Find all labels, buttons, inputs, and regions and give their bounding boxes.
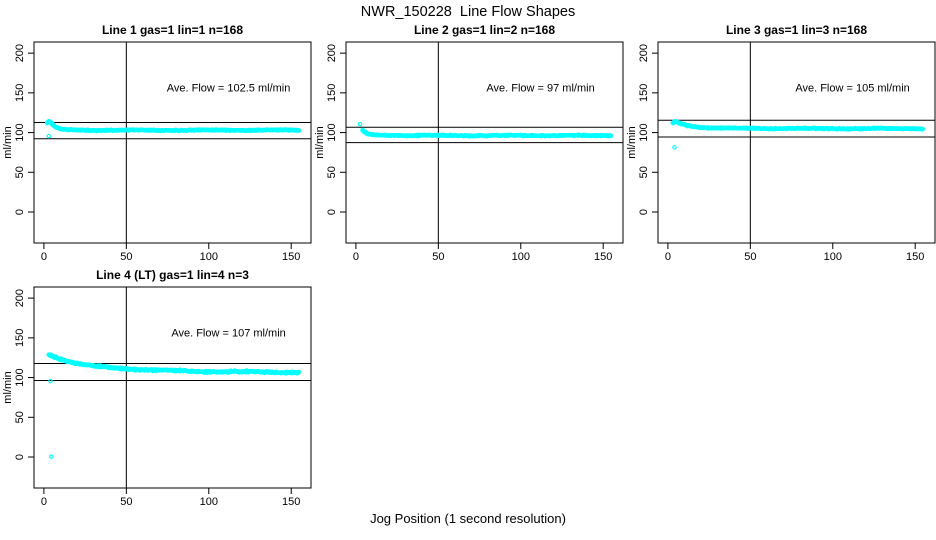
ave-flow-annotation: Ave. Flow = 107 ml/min	[171, 327, 285, 339]
y-tick-label: 100	[638, 123, 650, 141]
y-tick-label: 150	[326, 84, 338, 102]
panel-line-2: 0 50 100 150 0 50 100 150 200 ml/min Line 2 gas=1 …	[312, 18, 624, 273]
reference-lines	[34, 42, 311, 243]
panel-line-4: 0 50 100 150 0 50 100 150 200 ml/min Line 4 (LT) g…	[0, 263, 312, 518]
data-points	[670, 119, 926, 150]
x-tick-label: 0	[41, 251, 47, 263]
x-axis: 0 50 100 150	[41, 488, 300, 508]
ave-flow-annotation: Ave. Flow = 102.5 ml/min	[167, 82, 291, 94]
y-tick-label: 50	[638, 166, 650, 178]
y-tick-label: 150	[14, 329, 26, 347]
data-points	[46, 352, 302, 459]
x-tick-label: 50	[120, 251, 132, 263]
x-tick-label: 150	[282, 251, 300, 263]
y-tick-label: 100	[14, 368, 26, 386]
figure-x-axis-label: Jog Position (1 second resolution)	[370, 511, 566, 526]
y-axis-title: ml/min	[626, 126, 638, 158]
y-tick-label: 100	[326, 123, 338, 141]
x-tick-label: 100	[200, 496, 218, 508]
y-axis: 0 50 100 150 200	[14, 44, 34, 215]
y-tick-label: 0	[326, 209, 338, 215]
y-tick-label: 0	[14, 209, 26, 215]
x-tick-label: 150	[906, 251, 924, 263]
y-tick-label: 200	[638, 44, 650, 62]
x-tick-label: 150	[594, 251, 612, 263]
y-tick-label: 50	[14, 166, 26, 178]
x-tick-label: 100	[200, 251, 218, 263]
panel-title: Line 3 gas=1 lin=3 n=168	[726, 23, 867, 37]
panel-line-2-svg: 0 50 100 150 0 50 100 150 200 ml/min Line 2 gas=1 …	[314, 23, 624, 263]
panel-title: Line 2 gas=1 lin=2 n=168	[414, 23, 555, 37]
x-axis: 0 50 100 150	[41, 243, 300, 263]
panel-title: Line 1 gas=1 lin=1 n=168	[102, 23, 243, 37]
y-tick-label: 100	[14, 123, 26, 141]
y-axis-title: ml/min	[314, 126, 326, 158]
x-tick-label: 100	[512, 251, 530, 263]
x-tick-label: 50	[120, 496, 132, 508]
y-axis: 0 50 100 150 200	[326, 44, 346, 215]
y-axis: 0 50 100 150 200	[638, 44, 658, 215]
panel-title: Line 4 (LT) gas=1 lin=4 n=3	[96, 268, 249, 282]
data-points	[357, 121, 614, 139]
y-tick-label: 150	[14, 84, 26, 102]
x-tick-label: 0	[665, 251, 671, 263]
panel-line-1-svg: 0 50 100 150 0 50 100 150 200 ml/min Line 1 gas=1 …	[2, 23, 312, 263]
y-tick-label: 50	[326, 166, 338, 178]
ave-flow-annotation: Ave. Flow = 105 ml/min	[795, 82, 909, 94]
x-tick-label: 50	[432, 251, 444, 263]
reference-lines	[346, 42, 623, 243]
data-points	[44, 119, 302, 139]
y-tick-label: 200	[14, 44, 26, 62]
panel-line-4-svg: 0 50 100 150 0 50 100 150 200 ml/min Line 4 (LT) g…	[2, 268, 312, 508]
y-tick-label: 200	[14, 289, 26, 307]
panel-line-3-svg: 0 50 100 150 0 50 100 150 200 ml/min Line 3 gas=1 …	[626, 23, 936, 263]
x-axis: 0 50 100 150	[665, 243, 924, 263]
figure-title: NWR_150228 Line Flow Shapes	[360, 4, 576, 20]
y-tick-label: 150	[638, 84, 650, 102]
panel-line-1: 0 50 100 150 0 50 100 150 200 ml/min Line 1 gas=1 …	[0, 18, 312, 273]
y-axis-title: ml/min	[2, 126, 14, 158]
x-axis: 0 50 100 150	[353, 243, 612, 263]
ave-flow-annotation: Ave. Flow = 97 ml/min	[486, 82, 594, 94]
x-tick-label: 150	[282, 496, 300, 508]
reference-lines	[658, 42, 935, 243]
y-tick-label: 0	[14, 454, 26, 460]
x-tick-label: 0	[41, 496, 47, 508]
x-tick-label: 100	[824, 251, 842, 263]
y-tick-label: 0	[638, 209, 650, 215]
x-tick-label: 0	[353, 251, 359, 263]
x-tick-label: 50	[744, 251, 756, 263]
y-axis: 0 50 100 150 200	[14, 289, 34, 460]
y-tick-label: 50	[14, 411, 26, 423]
y-axis-title: ml/min	[2, 371, 14, 403]
panel-line-3: 0 50 100 150 0 50 100 150 200 ml/min Line 3 gas=1 …	[624, 18, 936, 273]
y-tick-label: 200	[326, 44, 338, 62]
